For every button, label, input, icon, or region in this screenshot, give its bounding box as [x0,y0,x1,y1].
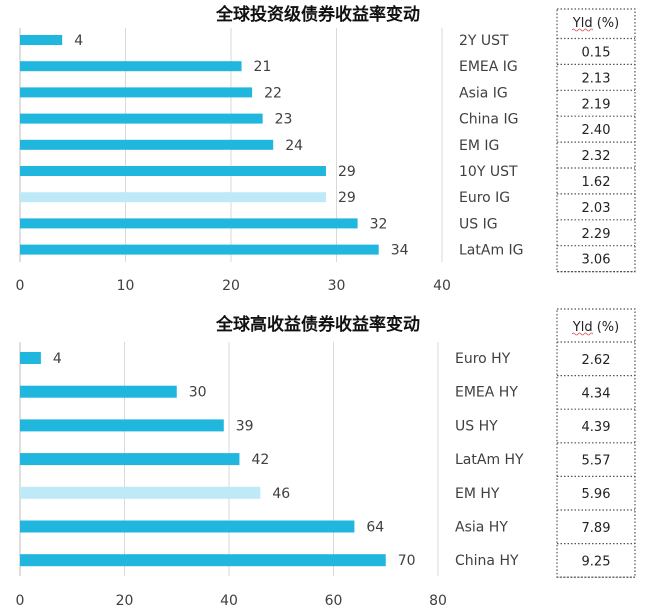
category-label: Asia IG [459,85,508,101]
yield-table: Yld (%) 0.15 2.13 2.19 2.40 2.32 1.62 2.03 2.29 3… [556,8,636,273]
yield-value: 0.15 [582,45,611,60]
bar [20,113,263,124]
bar-value-label: 29 [338,164,356,180]
x-tick-label: 20 [116,593,134,609]
bar-value-label: 64 [366,520,384,536]
bar-value-label: 4 [53,351,62,367]
yield-value: 2.62 [582,353,611,368]
category-label: EMEA HY [455,385,518,401]
category-label: US HY [455,418,498,434]
x-tick-label: 80 [429,593,447,609]
category-label: EMEA IG [459,59,518,75]
bar-value-label: 46 [272,486,290,502]
yield-header: Yld (%) [572,320,619,335]
chart-title: 全球高收益债券收益率变动 [215,314,420,335]
category-label: China IG [459,112,518,128]
bar [20,352,41,364]
bar-value-label: 23 [275,112,293,128]
yield-value: 2.03 [582,201,611,216]
x-tick-label: 10 [117,278,135,294]
yield-value: 2.32 [582,149,611,164]
bar-value-label: 21 [254,59,272,75]
category-label: China HY [455,553,519,569]
yield-value: 3.06 [582,253,611,268]
category-label: EM HY [455,486,500,502]
yield-value: 2.13 [582,71,611,86]
yield-value: 5.96 [582,487,611,502]
bar [20,87,253,98]
yield-value: 9.25 [582,554,611,569]
bar-value-label: 42 [251,452,269,468]
bar-value-label: 39 [236,418,254,434]
bar-value-label: 70 [398,553,416,569]
yield-value: 2.19 [582,97,611,112]
x-tick-label: 0 [16,593,25,609]
bar-value-label: 24 [285,138,303,154]
chart-panel-2: 全球高收益债券收益率变动 0 20 40 60 80 4 Euro HY 30 EMEA HY 39… [16,308,636,609]
bar-value-label: 22 [264,85,282,101]
x-tick-label: 40 [433,278,451,294]
category-label: LatAm HY [455,452,524,468]
bar [20,192,326,203]
x-tick-label: 20 [222,278,240,294]
spellcheck-underline [571,332,594,336]
bar-value-label: 29 [338,190,356,206]
yield-value: 5.57 [582,454,611,469]
bar-value-label: 4 [74,33,83,49]
bar [20,419,224,432]
bar [20,35,63,45]
bar [20,453,240,466]
category-label: 2Y UST [459,33,509,49]
bar [20,61,242,72]
chart-panel-1: 全球投资级债券收益率变动 0 10 20 30 40 4 2Y UST 21 EMEA IG 22 A… [16,4,636,294]
x-tick-label: 30 [328,278,346,294]
category-label: US IG [459,216,498,232]
yield-value: 1.62 [582,175,611,190]
yield-value: 2.29 [582,227,611,242]
chart-title: 全球投资级债券收益率变动 [215,4,420,25]
bar [20,218,358,229]
x-tick-label: 0 [16,278,25,294]
category-label: 10Y UST [459,164,518,180]
category-label: EM IG [459,138,499,154]
yield-table-border [556,8,636,273]
bar-value-label: 32 [370,216,388,232]
category-label: Euro HY [455,351,511,367]
yield-value: 7.89 [582,521,611,536]
yield-header: Yld (%) [572,16,619,31]
yield-table: Yld (%) 2.62 4.34 4.39 5.57 5.96 7.89 9.25 [556,308,636,578]
x-tick-label: 60 [325,593,343,609]
bar [20,385,177,398]
yield-value: 4.39 [582,420,611,435]
bar [20,166,326,176]
bar [20,244,379,255]
bar [20,520,355,533]
category-label: Asia HY [455,520,508,536]
yield-value: 4.34 [582,386,611,401]
category-label: Euro IG [459,190,510,206]
category-label: LatAm IG [459,243,524,259]
yield-value: 2.40 [582,123,611,138]
bar-value-label: 30 [189,385,207,401]
x-tick-label: 40 [220,593,238,609]
bar-value-label: 34 [391,243,409,259]
bar [20,486,261,499]
bar [20,554,386,567]
spellcheck-underline [571,28,594,32]
bar [20,139,274,150]
